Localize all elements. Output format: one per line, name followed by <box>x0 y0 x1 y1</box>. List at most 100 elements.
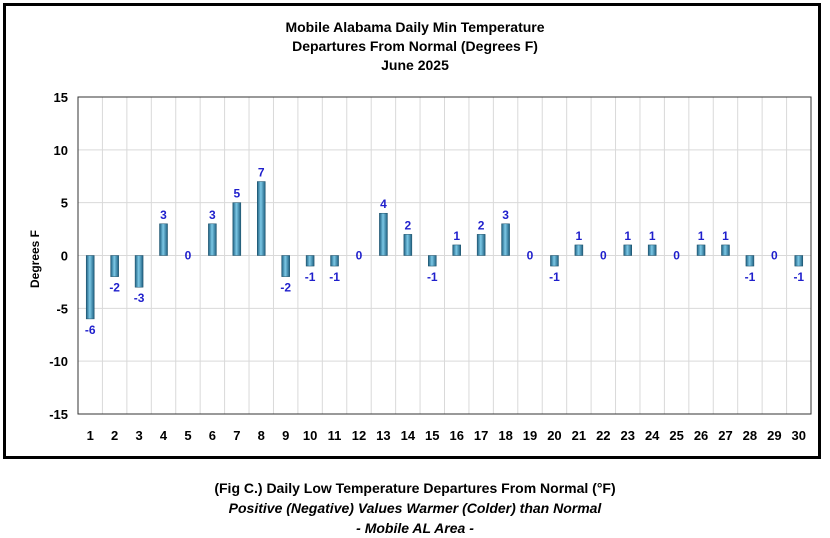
x-axis-ticks: 1 2 3 4 5 6 7 8 9 10 11 12 13 14 15 16 17 18 19 20 21 22 23 24 2… <box>87 428 806 443</box>
y-axis-label: Degrees F <box>28 230 42 288</box>
bar-day-15 <box>428 255 437 267</box>
x-tick-label: 6 <box>209 428 216 443</box>
bar-day-2 <box>110 255 119 277</box>
data-label-day-1: -6 <box>85 323 96 337</box>
y-tick-label: 5 <box>61 196 68 211</box>
data-label-day-28: -1 <box>745 270 756 284</box>
x-tick-label: 3 <box>135 428 142 443</box>
bar-day-28 <box>745 255 755 267</box>
data-label-day-16: 1 <box>453 229 460 243</box>
bar-day-23 <box>623 244 632 256</box>
bar-day-4 <box>159 223 168 256</box>
x-tick-label: 19 <box>523 428 537 443</box>
data-label-day-14: 2 <box>405 218 412 232</box>
bar-day-9 <box>281 255 290 277</box>
x-tick-label: 15 <box>425 428 439 443</box>
x-tick-label: 30 <box>792 428 806 443</box>
data-label-day-3: -3 <box>134 291 145 305</box>
data-label-day-27: 1 <box>722 229 729 243</box>
data-label-day-23: 1 <box>624 229 631 243</box>
bar-day-26 <box>696 244 706 256</box>
caption-line-2: Positive (Negative) Values Warmer (Colde… <box>228 500 602 516</box>
data-label-day-25: 0 <box>673 249 680 263</box>
x-tick-label: 17 <box>474 428 488 443</box>
data-label-day-5: 0 <box>185 249 192 263</box>
data-label-day-12: 0 <box>356 249 363 263</box>
x-tick-label: 16 <box>449 428 463 443</box>
x-tick-label: 21 <box>572 428 586 443</box>
bar-day-10 <box>305 255 315 267</box>
data-label-day-15: -1 <box>427 270 438 284</box>
x-tick-label: 12 <box>352 428 366 443</box>
bar-day-3 <box>134 255 144 288</box>
y-tick-label: -5 <box>56 301 68 316</box>
bar-day-11 <box>330 255 339 267</box>
bar-day-13 <box>379 212 388 256</box>
x-tick-label: 27 <box>718 428 732 443</box>
data-label-day-20: -1 <box>549 270 560 284</box>
data-label-day-9: -2 <box>280 281 291 295</box>
data-label-day-24: 1 <box>649 229 656 243</box>
x-tick-label: 5 <box>184 428 191 443</box>
chart-frame: Mobile Alabama Daily Min Temperature Depa… <box>3 3 821 459</box>
data-label-day-2: -2 <box>109 281 120 295</box>
x-tick-label: 14 <box>401 428 416 443</box>
chart-title: Mobile Alabama Daily Min Temperature Depa… <box>285 19 544 73</box>
bars <box>85 181 804 320</box>
x-tick-label: 10 <box>303 428 317 443</box>
x-tick-label: 13 <box>376 428 390 443</box>
chart-title-line-1: Mobile Alabama Daily Min Temperature <box>285 19 544 35</box>
y-tick-label: 15 <box>54 90 68 105</box>
bar-day-30 <box>794 255 804 267</box>
data-labels: -6 -2 -3 3 0 3 5 7 -2 -1 -1 0 4 2 -1 1 2 3 0 -1 1 0 1 1 0 1 1 -1 0 -1 <box>85 166 805 337</box>
x-tick-label: 29 <box>767 428 781 443</box>
plot-border <box>77 96 812 415</box>
data-label-day-6: 3 <box>209 208 216 222</box>
caption-line-1: (Fig C.) Daily Low Temperature Departure… <box>214 480 616 496</box>
y-tick-label: -10 <box>49 354 68 369</box>
data-label-day-7: 5 <box>233 187 240 201</box>
data-label-day-18: 3 <box>502 208 509 222</box>
data-label-day-4: 3 <box>160 208 167 222</box>
data-label-day-22: 0 <box>600 249 607 263</box>
y-tick-label: 0 <box>61 249 68 264</box>
data-label-day-19: 0 <box>527 249 534 263</box>
data-label-day-8: 7 <box>258 166 265 180</box>
bar-day-14 <box>403 234 413 256</box>
bar-day-18 <box>501 223 510 256</box>
bar-day-17 <box>476 234 486 256</box>
x-tick-label: 18 <box>498 428 512 443</box>
figure-caption: (Fig C.) Daily Low Temperature Departure… <box>0 478 830 538</box>
y-axis-ticks: 15 10 5 0 -5 -10 -15 <box>49 90 68 422</box>
bar-day-1 <box>85 255 95 320</box>
data-label-day-17: 2 <box>478 218 485 232</box>
x-tick-label: 11 <box>328 428 342 443</box>
x-tick-label: 1 <box>87 428 94 443</box>
data-label-day-29: 0 <box>771 249 778 263</box>
data-label-day-10: -1 <box>305 270 316 284</box>
x-tick-label: 24 <box>645 428 660 443</box>
chart-title-line-2: Departures From Normal (Degrees F) <box>292 38 538 54</box>
bar-day-7 <box>232 202 242 256</box>
y-tick-label: -15 <box>49 407 68 422</box>
x-tick-label: 26 <box>694 428 708 443</box>
x-tick-label: 9 <box>282 428 289 443</box>
bar-day-6 <box>208 223 217 256</box>
gridlines <box>77 96 812 415</box>
x-tick-label: 7 <box>233 428 240 443</box>
caption-line-3: - Mobile AL Area - <box>356 520 474 536</box>
x-tick-label: 22 <box>596 428 610 443</box>
data-label-day-13: 4 <box>380 197 387 211</box>
x-tick-label: 28 <box>743 428 757 443</box>
data-label-day-11: -1 <box>329 270 340 284</box>
bar-day-21 <box>574 244 584 256</box>
x-tick-label: 4 <box>160 428 168 443</box>
chart-title-line-3: June 2025 <box>381 57 449 73</box>
data-label-day-26: 1 <box>698 229 705 243</box>
chart-svg: Mobile Alabama Daily Min Temperature Depa… <box>28 19 812 443</box>
bar-day-8 <box>257 181 266 256</box>
bar-day-16 <box>452 244 461 256</box>
y-tick-label: 10 <box>54 143 68 158</box>
data-label-day-30: -1 <box>793 270 804 284</box>
bar-day-24 <box>647 244 657 256</box>
